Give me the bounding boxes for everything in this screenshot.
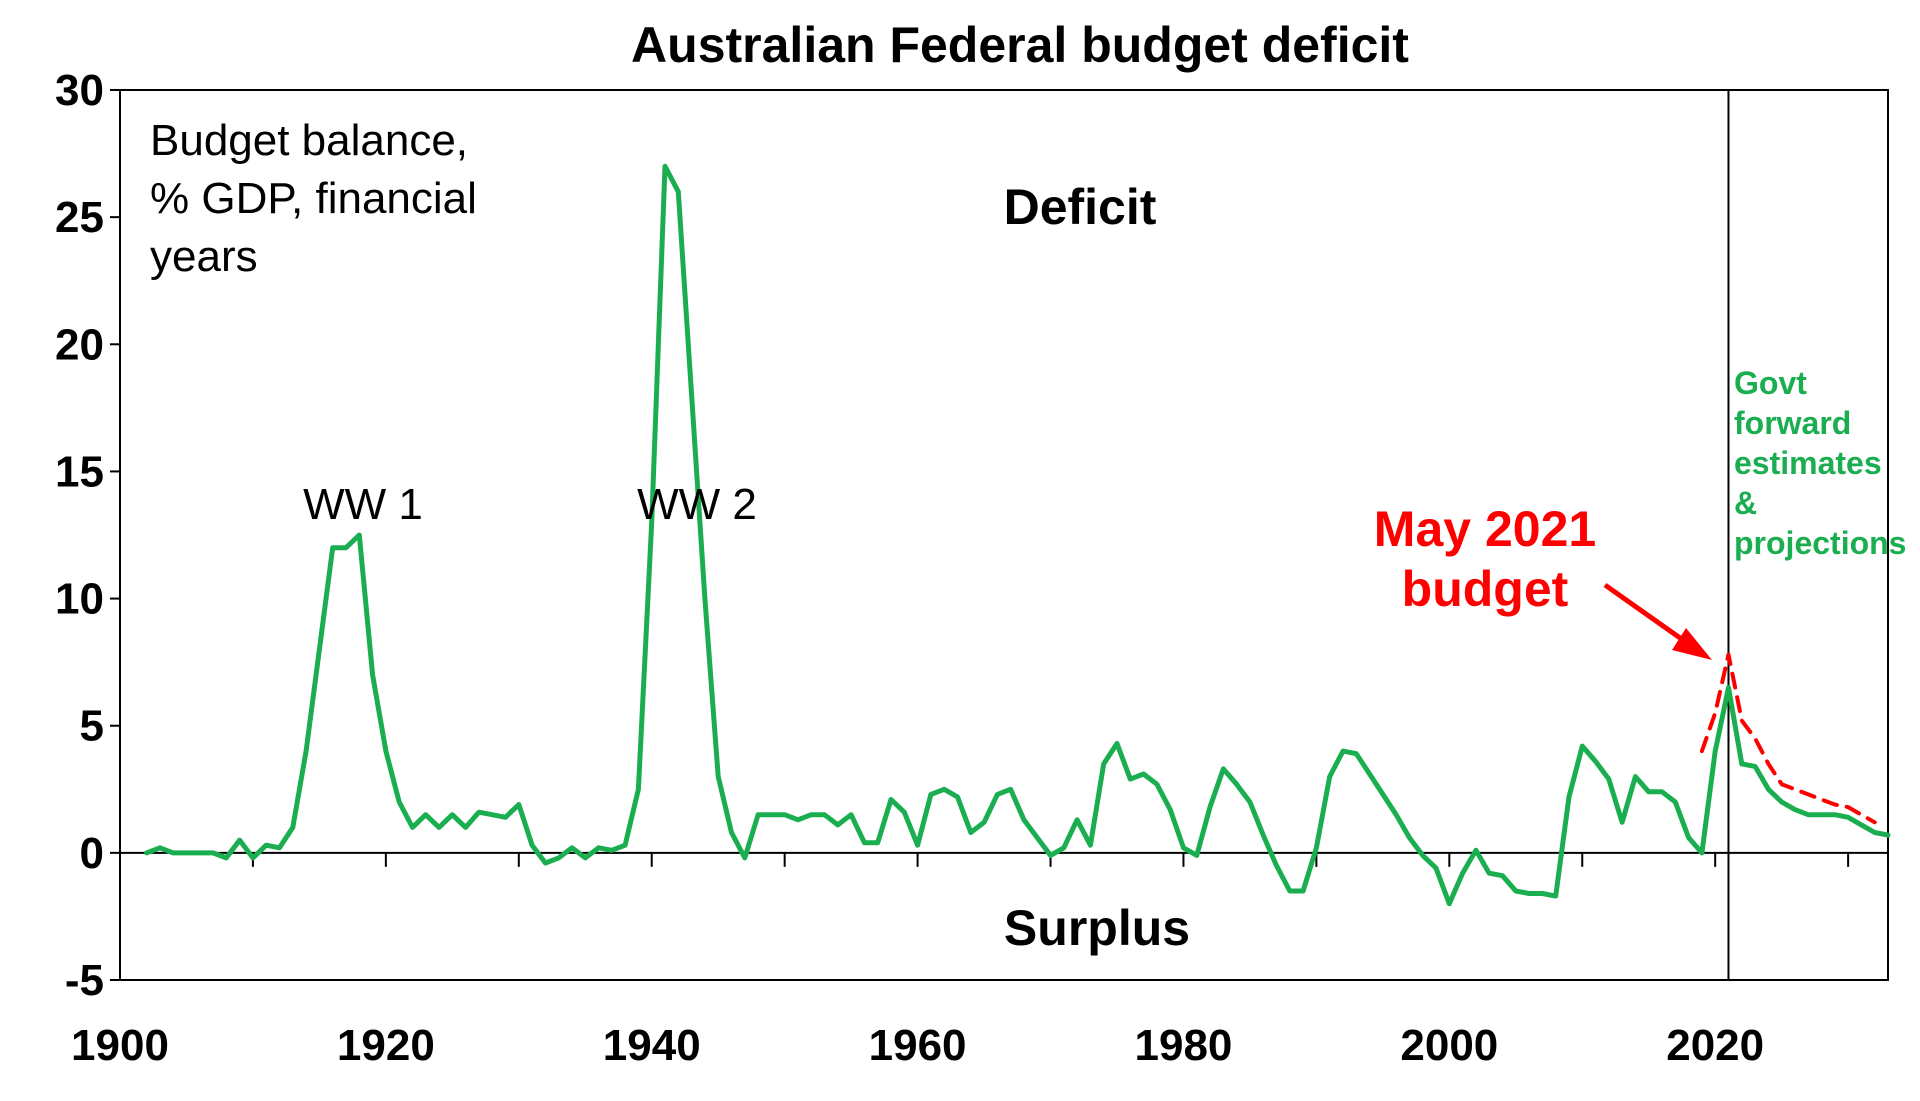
x-tick-label: 1960	[869, 1021, 967, 1070]
chart-title: Australian Federal budget deficit	[631, 17, 1409, 73]
y-tick-label: 20	[55, 320, 104, 369]
y-tick-label: 30	[55, 66, 104, 115]
forward-estimates-label-line: &	[1734, 485, 1757, 521]
plot-area-frame	[119, 89, 1889, 981]
forward-estimates-label-line: forward	[1734, 405, 1851, 441]
may-2021-budget-arrow	[1603, 582, 1692, 648]
may-2021-budget-arrowhead	[1672, 628, 1712, 660]
y-tick-label: 15	[55, 447, 104, 496]
y-tick-label: -5	[65, 956, 104, 1005]
forward-estimates-label-line: estimates	[1734, 445, 1882, 481]
ww2-label: WW 2	[637, 480, 757, 529]
annotations: Budget balance, % GDP, financial years WW 1…	[150, 116, 1906, 956]
y-tick-label: 10	[55, 575, 104, 624]
may-2021-budget-label-line: budget	[1402, 561, 1569, 617]
y-tick-label: 25	[55, 193, 104, 242]
y-tick-label: 5	[80, 702, 104, 751]
y-axis-description-line: % GDP, financial	[150, 174, 477, 223]
surplus-label: Surplus	[1004, 900, 1190, 956]
y-axis-description-line: Budget balance,	[150, 116, 468, 165]
x-tick-label: 2020	[1666, 1021, 1764, 1070]
x-tick-label: 1940	[603, 1021, 701, 1070]
x-tick-label: 1900	[71, 1021, 169, 1070]
budget-balance-line	[144, 163, 1891, 907]
x-tick-label: 2000	[1400, 1021, 1498, 1070]
x-tick-label: 1920	[337, 1021, 435, 1070]
x-tick-label: 1980	[1135, 1021, 1233, 1070]
ww1-label: WW 1	[303, 480, 423, 529]
series-layer	[144, 163, 1891, 907]
forward-estimates-label-line: projections	[1734, 525, 1906, 561]
y-axis-description-line: years	[150, 232, 258, 281]
y-tick-label: 0	[80, 829, 104, 878]
may-2021-budget-line	[1699, 652, 1877, 825]
may-2021-budget-label-line: May 2021	[1374, 501, 1596, 557]
axes: -5 0 5 10 15 20 25 30 1900 1920 1940 1960 1980 2000 20…	[55, 66, 1888, 1070]
forward-estimates-label-line: Govt	[1734, 365, 1807, 401]
deficit-label: Deficit	[1004, 179, 1157, 235]
